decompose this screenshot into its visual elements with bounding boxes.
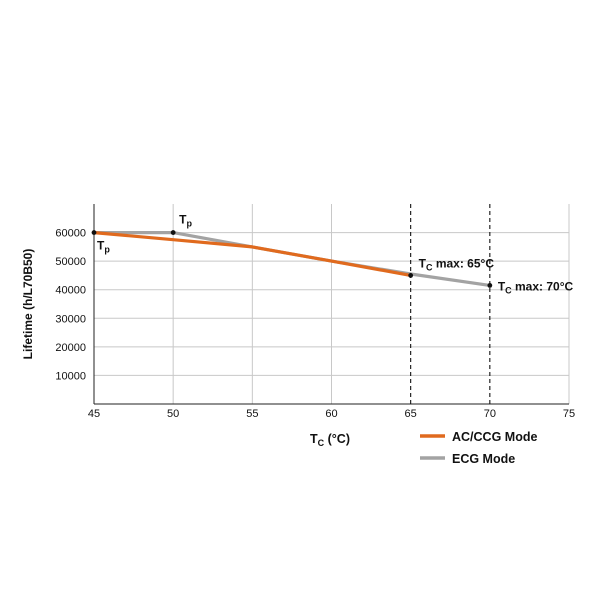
y-tick-label: 30000 (55, 313, 86, 325)
x-tick-label: 70 (484, 408, 496, 420)
annotation-main: T (419, 256, 427, 270)
series-line-ecg-mode (92, 231, 492, 287)
y-tick-labels: 10000 20000 30000 40000 50000 60000 (55, 228, 86, 383)
x-axis-label: TC (°C) (310, 432, 350, 448)
point-annotation-0: Tp (97, 239, 110, 255)
legend-label-ac-ccg-mode: AC/CCG Mode (452, 430, 537, 444)
point-annotation-2: TC max: 65°C (419, 256, 495, 272)
x-tick-label: 55 (246, 408, 258, 420)
legend: AC/CCG Mode ECG Mode (420, 430, 537, 466)
annotation-rest: max: 65°C (433, 256, 495, 270)
annotation-main: T (179, 213, 187, 227)
marker-point-1 (170, 230, 176, 235)
marker-point-0 (91, 230, 97, 235)
annotation-main: T (498, 279, 506, 293)
x-tick-label: 45 (88, 408, 100, 420)
x-tick-labels: 45 50 55 60 65 70 75 (88, 408, 575, 420)
x-tick-label: 65 (405, 408, 417, 420)
x-axis-label-sub: C (318, 438, 325, 448)
annotation-main: T (97, 239, 105, 253)
y-tick-label: 20000 (55, 342, 86, 354)
point-annotation-1: Tp (179, 213, 192, 229)
marker-points (91, 230, 493, 288)
legend-label-ecg-mode: ECG Mode (452, 452, 515, 466)
x-tick-label: 60 (325, 408, 337, 420)
tc-max-reference-lines (410, 204, 491, 404)
x-tick-label: 50 (167, 408, 179, 420)
annotation-sub: C (505, 285, 512, 295)
y-tick-label: 10000 (55, 370, 86, 382)
y-tick-label: 40000 (55, 285, 86, 297)
marker-point-3 (487, 283, 493, 288)
x-axis-label-rest: (°C) (324, 432, 350, 446)
annotation-sub: p (187, 219, 193, 229)
y-tick-label: 60000 (55, 228, 86, 240)
annotation-rest: max: 70°C (512, 279, 574, 293)
point-annotation-3: TC max: 70°C (498, 279, 574, 295)
marker-point-2 (408, 273, 414, 278)
x-tick-label: 75 (563, 408, 575, 420)
annotation-sub: C (426, 262, 433, 272)
annotation-sub: p (104, 245, 110, 255)
y-tick-label: 50000 (55, 256, 86, 268)
x-axis-label-main: T (310, 432, 318, 446)
series-lines (92, 231, 492, 287)
y-axis-label: Lifetime (h/L70B50) (21, 249, 35, 360)
series-line-ac-ccg-mode (92, 231, 413, 277)
